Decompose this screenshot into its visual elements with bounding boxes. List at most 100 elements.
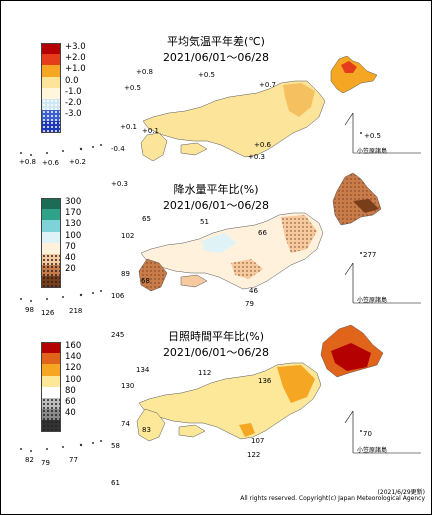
legend-swatch <box>41 220 61 232</box>
station-value: -0.4 <box>111 145 125 153</box>
station-value: 70 <box>363 430 372 438</box>
station-value: +0.8 <box>136 68 153 76</box>
station-value: 79 <box>41 459 50 467</box>
station-value: +0.5 <box>198 71 215 79</box>
legend-label: 40 <box>65 408 76 419</box>
legend-swatch <box>41 121 61 133</box>
legend-swatch <box>41 364 61 376</box>
legend-label: 80 <box>65 385 76 396</box>
ogasawara-label: 小笠原諸島 <box>357 148 388 155</box>
title-line2: 2021/06/01～06/28 <box>162 199 270 212</box>
legend-swatch <box>41 420 61 432</box>
legend-label: 160 <box>65 341 82 351</box>
station-value: 136 <box>258 377 272 385</box>
station-value: 89 <box>121 270 130 278</box>
ogasawara-label: 小笠原諸島 <box>357 297 388 304</box>
station-value: 130 <box>121 382 135 390</box>
ogasawara-label: 小笠原諸島 <box>357 447 388 454</box>
honshu-region <box>142 80 326 158</box>
station-value: 112 <box>198 369 212 377</box>
station-value: +0.6 <box>254 141 271 149</box>
station-value: 77 <box>69 456 78 464</box>
station-value: 82 <box>25 456 34 464</box>
station-value: 74 <box>121 420 130 428</box>
station-value: 98 <box>25 306 34 314</box>
legend-swatch <box>41 43 61 55</box>
legend-swatch <box>41 242 61 254</box>
legend-label: 70 <box>65 241 76 252</box>
legend-label: 300 <box>65 197 82 207</box>
legend-swatch <box>41 198 61 210</box>
update-date: (2021/6/29更新) <box>377 489 425 496</box>
legend-swatch <box>41 386 61 398</box>
precipitation-title: 降水量平年比(%) 2021/06/01～06/28 <box>1 181 431 213</box>
legend-label: 130 <box>65 219 82 230</box>
station-value: +0.1 <box>142 127 159 135</box>
station-value: 134 <box>136 366 150 374</box>
legend-label: 100 <box>65 230 82 241</box>
legend-swatch <box>41 253 61 266</box>
legend-swatch <box>41 265 61 277</box>
legend-label: 170 <box>65 208 82 219</box>
station-value: 65 <box>142 215 151 223</box>
station-value: 122 <box>247 451 261 459</box>
station-value: +0.5 <box>364 132 381 140</box>
station-value: +0.6 <box>42 159 59 167</box>
legend-swatch <box>41 76 61 88</box>
station-value: +0.7 <box>259 81 276 89</box>
legend-swatch <box>41 342 61 354</box>
station-value: 218 <box>69 307 83 315</box>
legend-swatch <box>41 98 61 111</box>
precipitation-map <box>20 172 421 304</box>
station-value: +0.8 <box>19 158 36 166</box>
kyushu-region <box>140 132 168 162</box>
station-value: 107 <box>251 437 265 445</box>
title-line2: 2021/06/01～06/28 <box>162 346 270 359</box>
sunshine-map <box>20 324 421 454</box>
station-value: 46 <box>249 287 258 295</box>
station-value: 277 <box>363 251 377 259</box>
legend-swatch <box>41 65 61 77</box>
legend-label: +1.0 <box>65 64 86 75</box>
temperature-map <box>20 55 421 162</box>
legend-label: 0.0 <box>65 75 79 86</box>
legend-label: 20 <box>65 264 76 275</box>
legend-swatch <box>41 409 61 421</box>
station-value: 79 <box>245 300 254 308</box>
station-value: +0.1 <box>120 123 137 131</box>
legend-swatch <box>41 209 61 221</box>
station-value: 66 <box>258 229 267 237</box>
sunshine-title: 日照時間平年比(%) 2021/06/01～06/28 <box>1 328 431 360</box>
station-value: 51 <box>200 218 209 226</box>
copyright: All rights reserved. Copyright(c) Japan … <box>240 495 425 502</box>
station-value: 58 <box>111 442 120 450</box>
station-value: +0.5 <box>124 84 141 92</box>
legend-swatch <box>41 110 61 122</box>
legend-swatch <box>41 87 61 99</box>
legend-label: 120 <box>65 363 82 374</box>
title-line1: 日照時間平年比(%) <box>167 330 265 343</box>
legend-swatch <box>41 397 61 410</box>
legend-swatch <box>41 276 61 288</box>
legend-label: 140 <box>65 352 82 363</box>
station-value: 245 <box>111 331 125 339</box>
legend-label: 100 <box>65 374 82 385</box>
legend-swatch <box>41 54 61 66</box>
legend-label: -1.0 <box>65 86 82 97</box>
legend-swatch <box>41 353 61 365</box>
legend-label: +2.0 <box>65 53 86 64</box>
title-line1: 降水量平年比(%) <box>173 183 259 196</box>
station-value: 68 <box>141 277 150 285</box>
temperature-title: 平均気温平年差(℃) 2021/06/01～06/28 <box>1 33 431 65</box>
legend-label: +3.0 <box>65 42 86 52</box>
title-line1: 平均気温平年差(℃) <box>167 35 265 48</box>
title-line2: 2021/06/01～06/28 <box>162 51 270 64</box>
legend-label: 40 <box>65 252 76 263</box>
station-value: 83 <box>142 426 151 434</box>
station-value: +0.3 <box>248 153 265 161</box>
station-value: 106 <box>111 292 125 300</box>
station-value: +0.2 <box>69 158 86 166</box>
legend-swatch <box>41 231 61 243</box>
